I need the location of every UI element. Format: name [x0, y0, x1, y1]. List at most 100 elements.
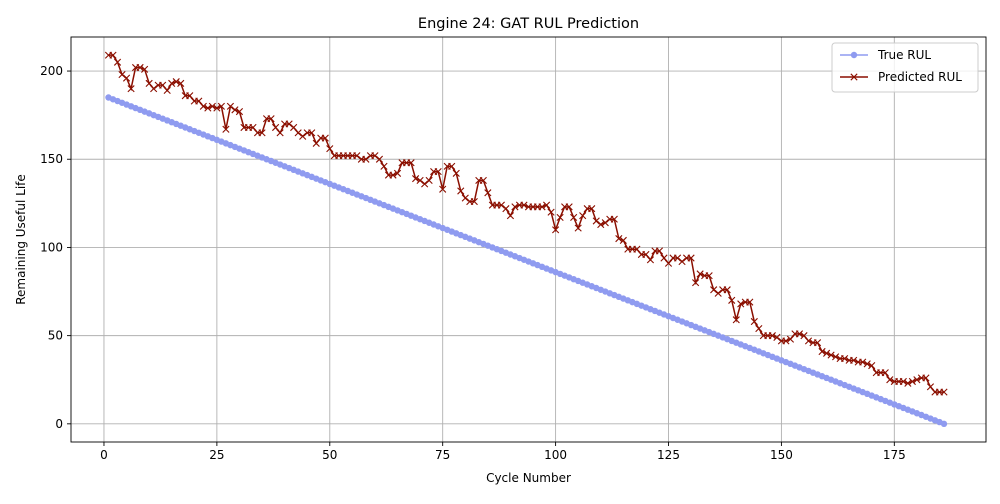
data-point — [728, 296, 736, 304]
legend-item: True RUL — [840, 48, 931, 62]
data-point — [235, 108, 244, 116]
data-point — [940, 388, 948, 396]
data-point — [574, 224, 582, 232]
data-point — [520, 201, 528, 209]
data-point — [380, 162, 388, 170]
data-point — [506, 212, 515, 220]
data-point — [371, 152, 379, 160]
data-point — [841, 354, 849, 363]
x-tick-label: 150 — [770, 448, 793, 462]
data-point — [299, 132, 307, 140]
data-point — [597, 220, 605, 229]
x-axis-label: Cycle Number — [486, 471, 571, 485]
series-predicted-rul — [104, 51, 948, 396]
x-tick-label: 0 — [100, 448, 108, 462]
data-point — [231, 106, 239, 114]
data-point — [502, 205, 510, 213]
x-tick-label: 25 — [209, 448, 224, 462]
data-point — [208, 102, 216, 110]
x-tick-label: 125 — [657, 448, 680, 462]
data-point — [859, 358, 867, 366]
data-point — [199, 102, 207, 110]
x-tick-label: 50 — [322, 448, 337, 462]
series-true-rul — [105, 94, 948, 428]
x-tick-label: 75 — [435, 448, 450, 462]
data-point — [610, 215, 618, 223]
x-tick-label: 100 — [544, 448, 567, 462]
data-point — [479, 176, 487, 184]
data-point — [538, 203, 546, 211]
data-point — [737, 300, 745, 308]
data-point — [818, 347, 826, 356]
y-axis: 0 50 100 150 200 — [40, 64, 71, 431]
data-point — [294, 129, 302, 137]
data-point — [109, 51, 117, 59]
y-tick-label: 100 — [40, 240, 63, 254]
data-point — [141, 65, 149, 73]
data-point — [913, 376, 921, 384]
data-point — [222, 125, 230, 133]
data-point — [362, 155, 370, 163]
data-point — [619, 236, 627, 244]
data-point — [850, 356, 858, 364]
data-point — [172, 78, 180, 86]
data-point — [868, 362, 876, 370]
data-point — [552, 226, 560, 234]
data-point — [389, 171, 397, 179]
plot-area — [104, 51, 948, 428]
chart-title: Engine 24: GAT RUL Prediction — [418, 16, 639, 32]
data-point — [177, 79, 185, 87]
data-point — [321, 134, 329, 142]
data-point — [940, 420, 948, 428]
data-point — [497, 201, 505, 209]
data-point — [705, 272, 713, 280]
data-point — [773, 333, 781, 341]
data-point — [393, 169, 402, 177]
data-point — [832, 353, 840, 361]
data-point — [448, 162, 456, 170]
y-tick-label: 200 — [40, 64, 63, 78]
data-point — [461, 194, 469, 202]
data-point — [768, 332, 776, 340]
data-point — [136, 63, 144, 72]
data-point — [755, 324, 763, 333]
data-point — [375, 155, 384, 163]
data-point — [150, 85, 158, 93]
x-tick-label: 175 — [883, 448, 906, 462]
data-point — [416, 176, 424, 184]
data-point — [163, 86, 171, 95]
data-point — [276, 129, 284, 137]
data-point — [592, 217, 600, 225]
legend-label: Predicted RUL — [878, 70, 962, 84]
y-axis-label: Remaining Useful Life — [14, 174, 28, 305]
plot-frame — [70, 36, 987, 443]
data-point — [217, 102, 225, 110]
data-point — [723, 286, 731, 294]
legend-item: Predicted RUL — [840, 70, 962, 84]
data-point — [813, 339, 822, 347]
data-point — [565, 203, 573, 211]
data-point — [113, 58, 122, 66]
data-point — [470, 197, 478, 206]
data-point — [615, 235, 623, 243]
data-point — [863, 360, 871, 368]
legend-box — [831, 42, 979, 93]
data-point — [326, 145, 334, 153]
data-point — [899, 377, 907, 386]
data-point — [579, 212, 587, 220]
legend-label: True RUL — [877, 48, 931, 62]
grid — [71, 37, 986, 442]
data-point — [804, 337, 813, 345]
data-point — [122, 74, 131, 82]
data-point — [827, 351, 835, 359]
data-point — [710, 286, 718, 294]
data-point — [822, 349, 831, 357]
data-point — [127, 85, 135, 93]
data-point — [795, 330, 804, 338]
data-point — [213, 104, 221, 112]
data-point — [692, 279, 700, 287]
data-point — [750, 317, 758, 326]
data-point — [746, 298, 754, 306]
data-point — [439, 185, 447, 193]
